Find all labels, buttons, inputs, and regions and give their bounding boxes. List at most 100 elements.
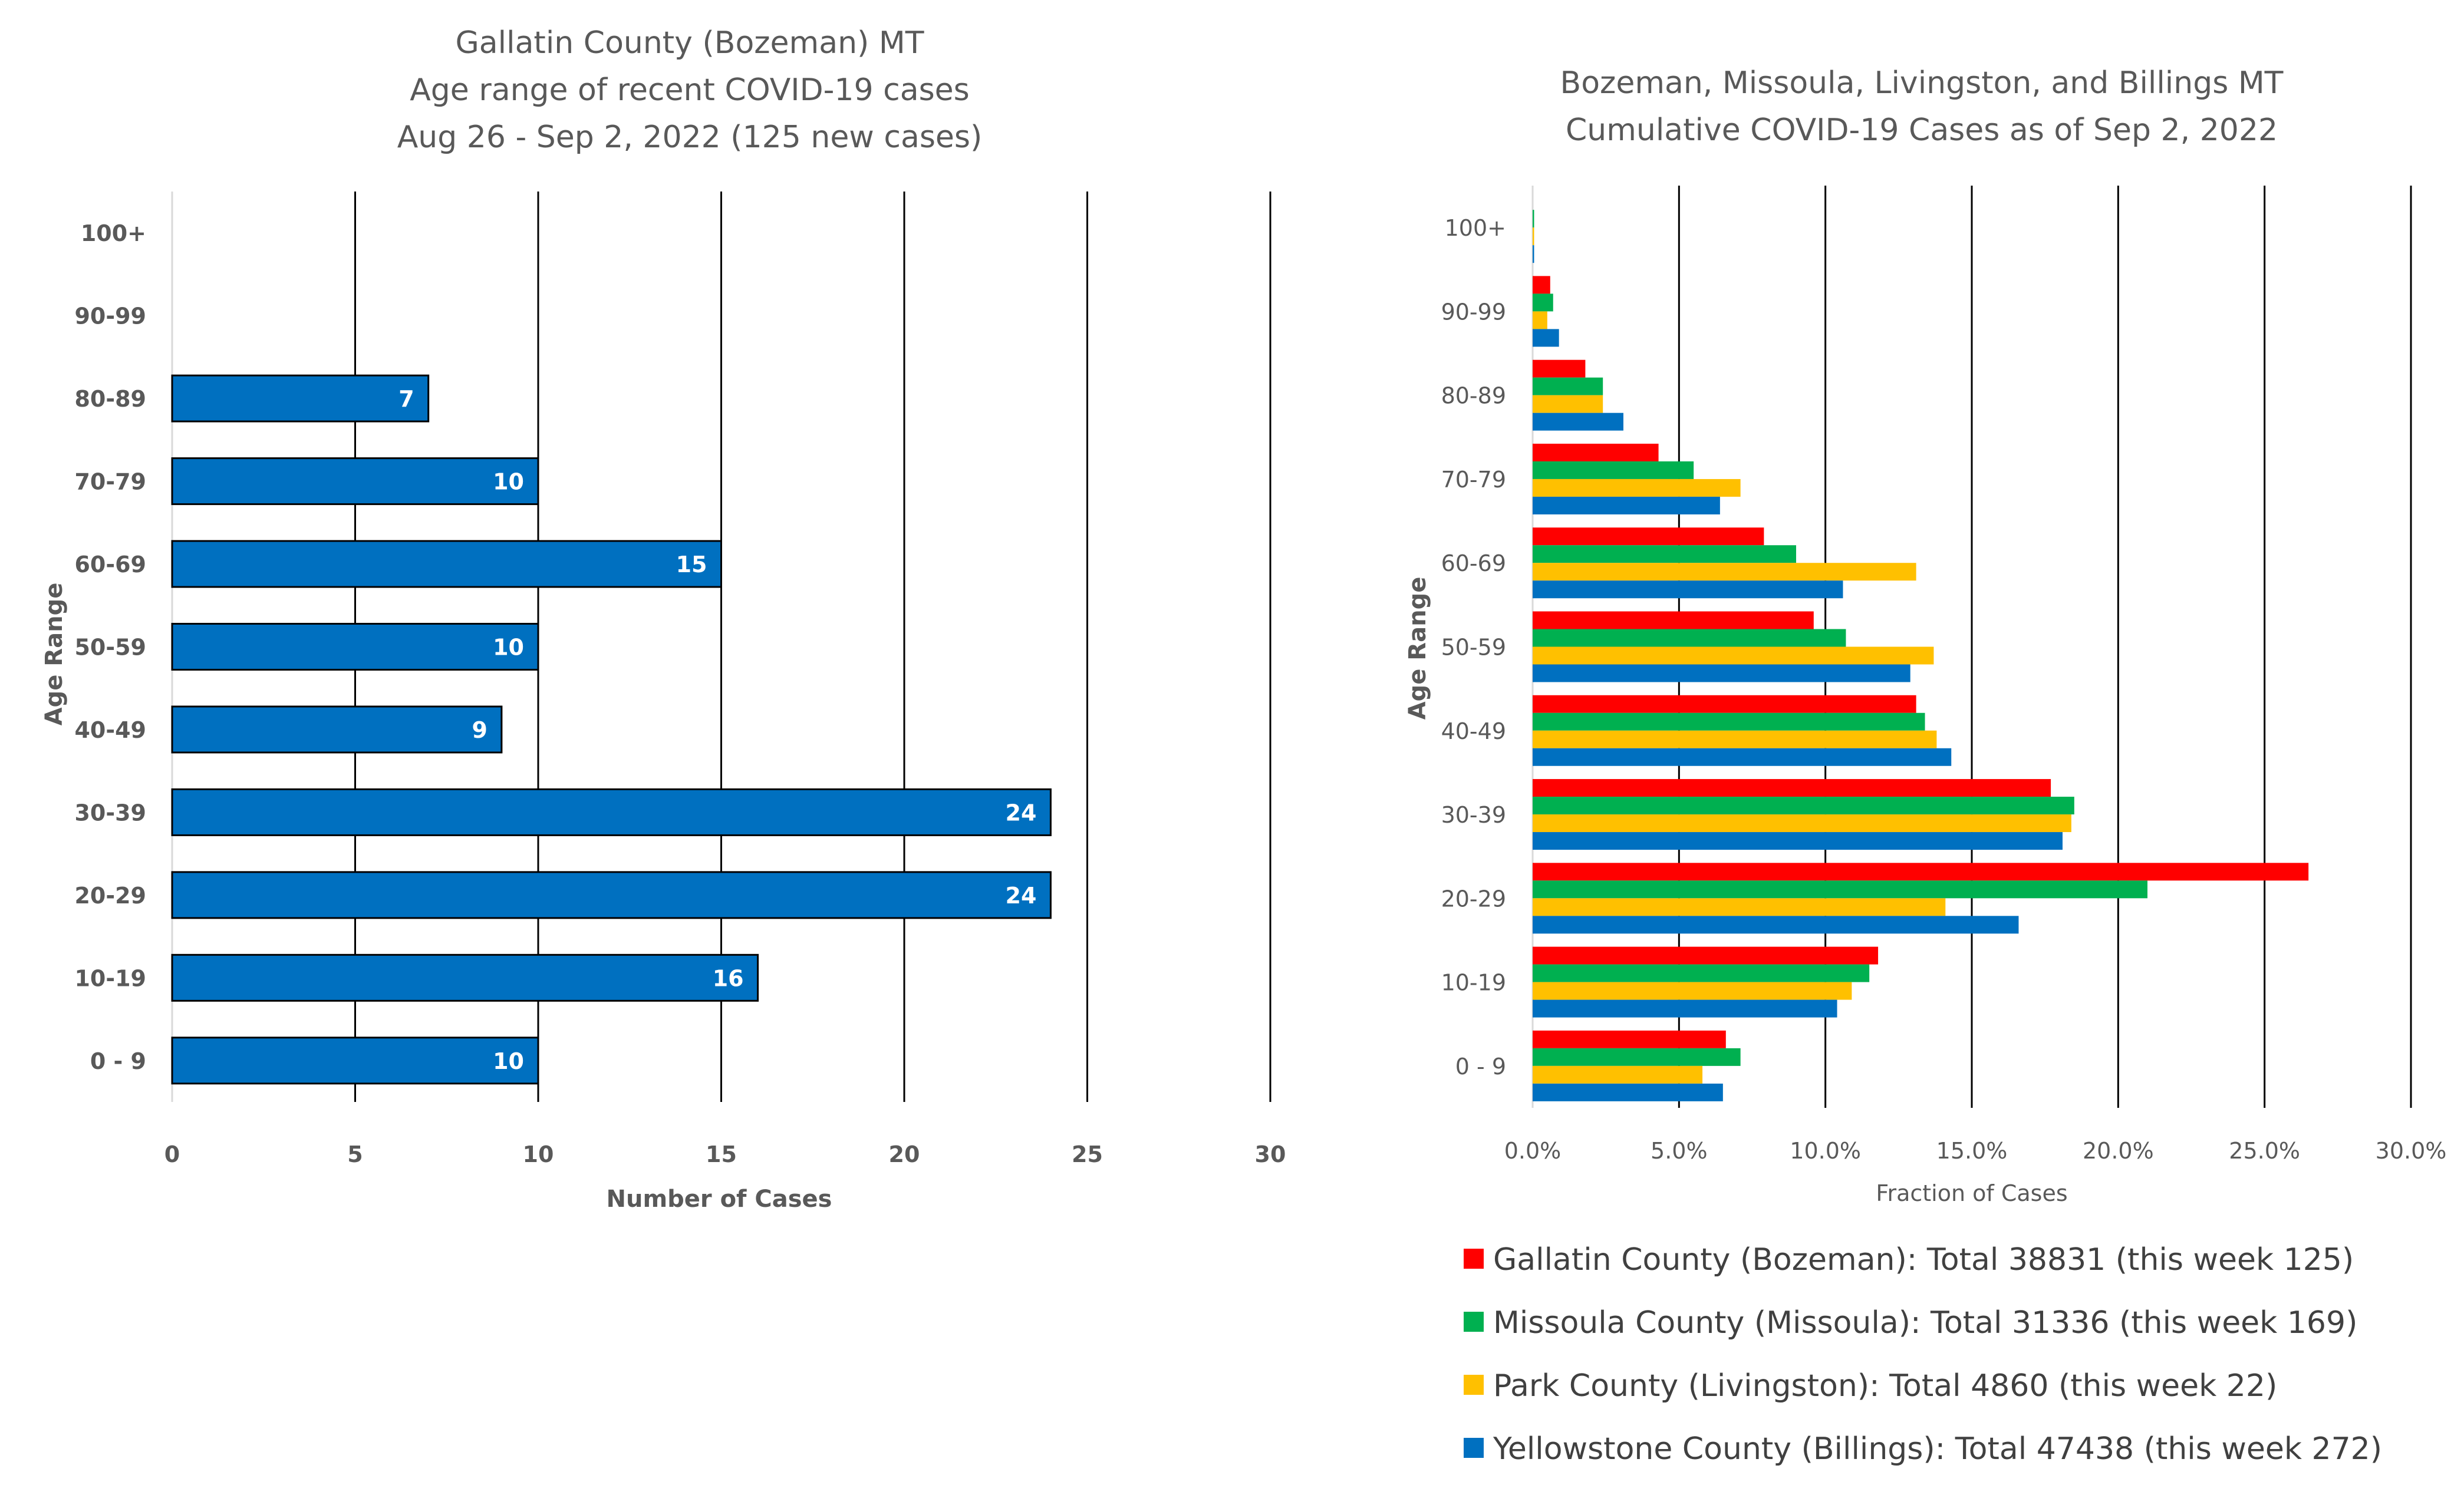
- right-x-tick-label: 25.0%: [2229, 1138, 2300, 1164]
- left-bar: [171, 623, 539, 671]
- right-bar: [1533, 1048, 1741, 1066]
- right-y-tick-label: 80-89: [1441, 383, 1506, 409]
- left-data-label: 24: [1006, 883, 1037, 909]
- left-y-tick-label: 30-39: [74, 800, 146, 826]
- right-bar: [1533, 563, 1916, 581]
- right-bar: [1533, 478, 1741, 497]
- right-bar: [1533, 245, 1534, 263]
- right-x-tick-label: 20.0%: [2083, 1138, 2154, 1164]
- left-bar: [171, 788, 1052, 836]
- right-bar: [1533, 527, 1764, 546]
- right-y-tick-label: 100+: [1445, 215, 1506, 241]
- legend-label: Missoula County (Missoula): Total 31336 …: [1493, 1305, 2357, 1341]
- right-x-tick-label: 15.0%: [1936, 1138, 2008, 1164]
- left-x-axis-title: Number of Cases: [607, 1186, 832, 1213]
- right-bar: [1533, 863, 2309, 881]
- right-bar: [1533, 946, 1879, 965]
- right-y-tick-label: 10-19: [1441, 970, 1506, 996]
- right-bar: [1533, 999, 1837, 1018]
- left-y-tick-label: 70-79: [74, 469, 146, 495]
- right-bar: [1533, 1083, 1723, 1101]
- legend-label: Yellowstone County (Billings): Total 474…: [1493, 1431, 2382, 1467]
- right-bar: [1533, 611, 1814, 629]
- right-bar: [1533, 210, 1534, 228]
- right-x-tick-label: 10.0%: [1790, 1138, 1861, 1164]
- right-bar: [1533, 1030, 1726, 1048]
- left-y-tick-label: 0 - 9: [90, 1048, 146, 1074]
- left-x-tick-label: 5: [347, 1141, 363, 1167]
- right-x-tick-label: 30.0%: [2376, 1138, 2447, 1164]
- right-bar: [1533, 646, 1934, 665]
- left-y-tick-label: 10-19: [74, 965, 146, 991]
- right-y-tick-label: 70-79: [1441, 467, 1506, 493]
- right-bar: [1533, 664, 1910, 682]
- right-x-tick-label: 5.0%: [1651, 1138, 1708, 1164]
- right-bar: [1533, 377, 1603, 395]
- right-bar: [1533, 412, 1623, 431]
- right-y-tick-label: 50-59: [1441, 635, 1506, 661]
- right-y-tick-label: 20-29: [1441, 886, 1506, 912]
- right-bar: [1533, 311, 1547, 329]
- left-data-label: 9: [472, 717, 487, 743]
- right-bar: [1533, 814, 2071, 833]
- legend-swatch: [1464, 1312, 1484, 1332]
- left-bars: 10 16 24 24 9 10 15 10 7: [171, 374, 1052, 1085]
- legend-label: Park County (Livingston): Total 4860 (th…: [1493, 1368, 2277, 1404]
- left-x-tick-label: 15: [706, 1141, 737, 1167]
- left-y-tick-label: 60-69: [74, 552, 146, 577]
- right-bar: [1533, 496, 1720, 514]
- right-x-tick-label: 0.0%: [1504, 1138, 1562, 1164]
- legend-swatch: [1464, 1375, 1484, 1395]
- left-data-label: 10: [493, 1048, 524, 1074]
- left-data-label: 10: [493, 635, 524, 661]
- left-y-tick-label: 90-99: [74, 303, 146, 329]
- right-bar: [1533, 580, 1843, 599]
- left-bar: [171, 1037, 539, 1085]
- right-bar: [1533, 982, 1852, 1000]
- left-bar: [171, 705, 503, 754]
- right-title-line-1: Bozeman, Missoula, Livingston, and Billi…: [1560, 65, 2284, 101]
- right-legend: Gallatin County (Bozeman): Total 38831 (…: [1464, 1242, 2382, 1467]
- right-bar: [1533, 832, 2063, 850]
- right-bar: [1533, 1065, 1703, 1084]
- right-bar: [1533, 712, 1925, 731]
- left-chart: 10 16 24 24 9 10 15 10 7 Gallatin County (Bozema…: [41, 25, 1286, 1213]
- left-y-tick-label: 20-29: [74, 883, 146, 909]
- left-y-axis-title: Age Range: [41, 583, 68, 726]
- right-bar: [1533, 748, 1952, 766]
- right-y-tick-label: 60-69: [1441, 550, 1506, 576]
- right-bars: [1533, 210, 2309, 1101]
- left-bar: [171, 374, 430, 423]
- left-y-tick-label: 100+: [81, 220, 146, 246]
- right-bar: [1533, 395, 1603, 413]
- left-data-label: 10: [493, 469, 524, 495]
- legend-swatch: [1464, 1438, 1484, 1458]
- right-bar: [1533, 276, 1550, 294]
- left-x-tick-label: 20: [889, 1141, 920, 1167]
- left-x-tick-label: 30: [1255, 1141, 1286, 1167]
- right-chart: Bozeman, Missoula, Livingston, and Billi…: [1404, 65, 2446, 1467]
- right-bar: [1533, 898, 1946, 916]
- left-x-tick-label: 0: [164, 1141, 180, 1167]
- left-y-tick-label: 80-89: [74, 386, 146, 412]
- left-data-label: 15: [676, 552, 707, 577]
- right-bar: [1533, 329, 1559, 347]
- left-y-tick-label: 50-59: [74, 635, 146, 661]
- right-bar: [1533, 730, 1937, 748]
- left-bar: [171, 953, 759, 1002]
- right-axis-ticks: 0.0% 5.0% 10.0% 15.0% 20.0% 25.0% 30.0% 0 - 9 10…: [1441, 215, 2447, 1164]
- left-x-tick-label: 10: [523, 1141, 554, 1167]
- left-title-line-1: Gallatin County (Bozeman) MT: [456, 25, 924, 61]
- right-y-tick-label: 30-39: [1441, 802, 1506, 828]
- right-bar: [1533, 779, 2051, 797]
- right-bar: [1533, 629, 1846, 647]
- left-title-line-2: Age range of recent COVID-19 cases: [410, 72, 970, 108]
- left-bar: [171, 457, 539, 506]
- left-data-label: 24: [1006, 800, 1037, 826]
- left-bar: [171, 871, 1052, 919]
- legend-label: Gallatin County (Bozeman): Total 38831 (…: [1493, 1242, 2354, 1278]
- right-bar: [1533, 293, 1553, 312]
- right-y-tick-label: 90-99: [1441, 299, 1506, 325]
- right-bar: [1533, 916, 2019, 934]
